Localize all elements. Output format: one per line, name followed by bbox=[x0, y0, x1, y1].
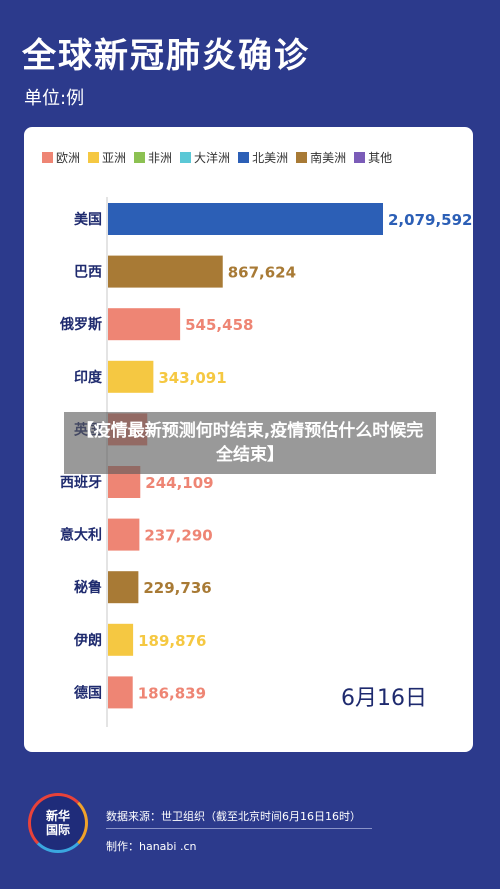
bar-8 bbox=[108, 623, 134, 656]
value-label-8: 189,876 bbox=[138, 632, 206, 650]
legend-item: 非洲 bbox=[134, 149, 172, 166]
legend-item: 南美洲 bbox=[296, 149, 346, 166]
legend-label: 非洲 bbox=[148, 151, 173, 165]
headline-overlay[interactable]: 【疫情最新预测何时结束,疫情预估什么时候完全结束】 bbox=[64, 412, 436, 474]
legend-item: 北美洲 bbox=[238, 149, 288, 166]
legend-item: 大洋洲 bbox=[180, 149, 230, 166]
legend-swatch bbox=[180, 152, 192, 163]
value-label-3: 343,091 bbox=[158, 369, 226, 387]
legend-item: 欧洲 bbox=[42, 149, 80, 166]
legend-item: 亚洲 bbox=[88, 149, 126, 166]
category-label-7: 秘鲁 bbox=[74, 579, 102, 596]
value-label-7: 229,736 bbox=[143, 579, 211, 597]
legend-swatch bbox=[134, 152, 146, 163]
category-label-1: 巴西 bbox=[74, 265, 102, 281]
data-source: 数据来源：世卫组织（截至北京时间6月16日16时） bbox=[106, 810, 361, 823]
category-label-0: 美国 bbox=[74, 211, 102, 228]
value-label-1: 867,624 bbox=[228, 264, 296, 282]
legend-label: 欧洲 bbox=[56, 151, 81, 165]
bar-6 bbox=[108, 518, 140, 551]
bar-2 bbox=[108, 308, 181, 341]
value-label-0: 2,079,592 bbox=[388, 211, 472, 229]
category-label-2: 俄罗斯 bbox=[59, 316, 102, 333]
legend-label: 大洋洲 bbox=[194, 151, 231, 165]
value-label-6: 237,290 bbox=[144, 527, 212, 545]
legend-label: 亚洲 bbox=[102, 151, 127, 165]
category-label-9: 德国 bbox=[74, 684, 102, 701]
date-label: 6月16日 bbox=[341, 686, 427, 711]
category-label-3: 印度 bbox=[74, 369, 103, 386]
category-label-5: 西班牙 bbox=[60, 474, 102, 491]
bar-1 bbox=[108, 255, 223, 288]
value-label-5: 244,109 bbox=[145, 474, 213, 492]
bar-0 bbox=[108, 203, 383, 235]
unit-label: 单位:例 bbox=[24, 88, 85, 109]
legend-label: 北美洲 bbox=[252, 151, 289, 165]
bar-chart: 6月16日 美国 2,079,592 巴西 867,624 俄罗斯 545,458 印度 34… bbox=[59, 197, 472, 727]
category-label-8: 伊朗 bbox=[73, 632, 102, 649]
legend-swatch bbox=[354, 152, 366, 163]
bar-9 bbox=[108, 676, 133, 709]
footer-divider bbox=[106, 828, 372, 829]
page-title: 全球新冠肺炎确诊 bbox=[22, 36, 310, 76]
chart-legend: 欧洲 亚洲 非洲 大洋洲 北美洲 南美洲 其他 bbox=[42, 149, 462, 166]
bar-3 bbox=[108, 360, 154, 393]
logo-text: 新华国际 bbox=[45, 809, 70, 837]
value-label-9: 186,839 bbox=[138, 684, 206, 702]
bar-7 bbox=[108, 571, 139, 604]
legend-item: 其他 bbox=[354, 149, 392, 166]
legend-swatch bbox=[238, 152, 250, 163]
headline-text[interactable]: 【疫情最新预测何时结束,疫情预估什么时候完全结束】 bbox=[76, 421, 424, 465]
legend-swatch bbox=[296, 152, 308, 163]
legend-swatch bbox=[88, 152, 100, 163]
value-label-2: 545,458 bbox=[185, 316, 253, 334]
xinhua-logo: 新华国际 bbox=[28, 793, 88, 853]
legend-swatch bbox=[42, 152, 53, 163]
category-label-6: 意大利 bbox=[60, 527, 102, 544]
maker-credit: 制作：hanabi .cn bbox=[106, 840, 197, 853]
legend-label: 其他 bbox=[368, 151, 393, 165]
legend-label: 南美洲 bbox=[310, 151, 347, 165]
